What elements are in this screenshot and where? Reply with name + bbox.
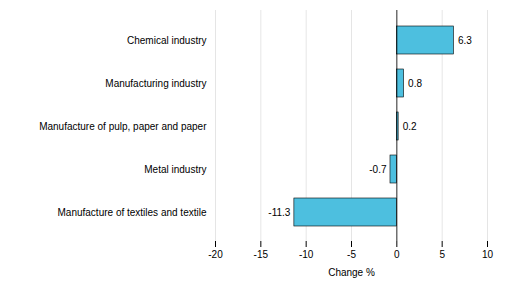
svg-text:Change %: Change % <box>328 267 375 278</box>
svg-text:-5: -5 <box>347 249 356 260</box>
svg-text:-10: -10 <box>299 249 314 260</box>
svg-text:-20: -20 <box>208 249 223 260</box>
svg-text:Manufacture of textiles and te: Manufacture of textiles and textile <box>58 207 207 218</box>
svg-text:5: 5 <box>439 249 445 260</box>
svg-text:6.3: 6.3 <box>458 35 472 46</box>
svg-text:0.2: 0.2 <box>403 121 417 132</box>
svg-text:Chemical industry: Chemical industry <box>127 35 206 46</box>
svg-text:0.8: 0.8 <box>408 78 422 89</box>
svg-text:0: 0 <box>394 249 400 260</box>
svg-text:10: 10 <box>482 249 494 260</box>
svg-text:Manufacture of pulp, paper and: Manufacture of pulp, paper and paper <box>39 121 207 132</box>
svg-text:-0.7: -0.7 <box>369 164 387 175</box>
svg-text:Manufacturing industry: Manufacturing industry <box>105 78 206 89</box>
svg-text:-11.3: -11.3 <box>268 207 290 218</box>
svg-text:-15: -15 <box>254 249 269 260</box>
svg-text:Metal industry: Metal industry <box>144 164 206 175</box>
